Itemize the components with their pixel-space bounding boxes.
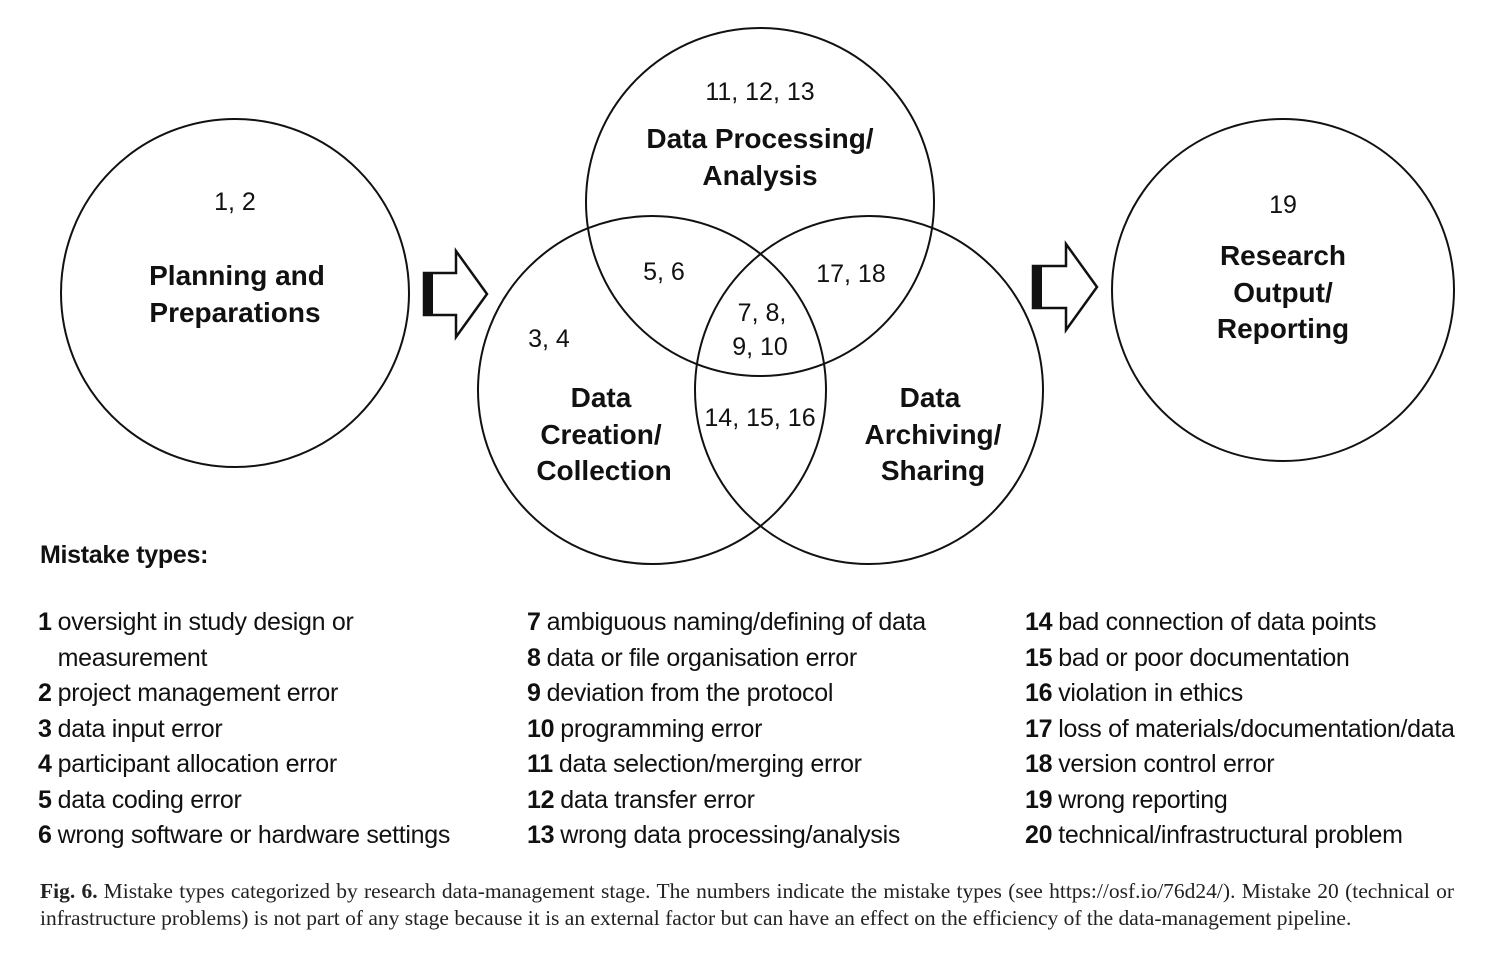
overlap-processing-archiving: 17, 18 — [816, 260, 886, 288]
legend-text: project management error — [57, 679, 339, 707]
legend-item: 11 data selection/merging error — [527, 747, 997, 783]
archiving-label-line-2: Archiving/ — [865, 419, 1002, 450]
legend-item: 6 wrong software or hardware settings — [38, 818, 488, 854]
planning-numbers: 1, 2 — [214, 188, 256, 216]
overlap-all-line-2: 9, 10 — [732, 333, 788, 361]
legend-number: 19 — [1025, 785, 1053, 814]
legend-text: programming error — [560, 714, 763, 743]
legend-item: 16 violation in ethics — [1025, 676, 1485, 712]
legend-item: 8 data or file organisation error — [527, 641, 997, 677]
legend-item: 15 bad or poor documentation — [1025, 641, 1485, 677]
overlap-creation-processing: 5, 6 — [643, 258, 685, 286]
legend-text: wrong software or hardware settings — [57, 821, 451, 849]
legend-text: oversight in study design or measurement — [57, 608, 354, 672]
legend-column-2: 7 ambiguous naming/defining of data 8 data… — [527, 605, 997, 854]
legend-text: version control error — [1058, 750, 1275, 778]
legend-number: 16 — [1025, 679, 1053, 707]
legend-text: data input error — [57, 714, 223, 743]
legend-item: 13 wrong data processing/analysis — [527, 818, 997, 854]
legend-item: 14 bad connection of data points — [1025, 605, 1485, 641]
planning-label-line-2: Preparations — [149, 297, 320, 328]
legend-item: 3 data input error — [38, 712, 488, 748]
legend-number: 5 — [38, 785, 52, 814]
processing-label-line-2: Analysis — [702, 160, 817, 191]
creation-label-line-2: Creation/ — [540, 419, 662, 450]
legend-text: participant allocation error — [57, 750, 338, 778]
legend-number: 1 — [38, 608, 52, 636]
legend-item: 19 wrong reporting — [1025, 783, 1485, 819]
creation-numbers: 3, 4 — [528, 325, 570, 353]
legend-text: bad connection of data points — [1058, 608, 1377, 636]
output-label-line-2: Output/ — [1233, 277, 1333, 308]
archiving-circle — [694, 215, 1044, 565]
legend-number: 17 — [1025, 714, 1053, 743]
arrow-right-icon — [422, 247, 489, 341]
legend-number: 8 — [527, 643, 541, 672]
legend-text: loss of materials/documentation/data — [1058, 714, 1455, 743]
legend-number: 13 — [527, 821, 555, 849]
legend-text: wrong reporting — [1058, 785, 1228, 814]
legend-number: 7 — [527, 608, 541, 636]
legend-number: 15 — [1025, 643, 1053, 672]
legend-item: 20 technical/infrastructural problem — [1025, 818, 1485, 854]
legend-text: violation in ethics — [1058, 679, 1243, 707]
legend-column-1: 1 oversight in study design or measuremen… — [38, 605, 488, 854]
legend-text: technical/infrastructural problem — [1058, 821, 1403, 849]
legend-item: 4 participant allocation error — [38, 747, 488, 783]
legend-text: data selection/merging error — [558, 750, 862, 778]
archiving-label-line-1: Data — [900, 382, 961, 413]
output-label-line-3: Reporting — [1217, 313, 1349, 344]
legend-text: data or file organisation error — [546, 643, 858, 672]
legend-item: 1 oversight in study design or measuremen… — [38, 605, 488, 676]
caption-label: Fig. 6. — [40, 879, 98, 903]
legend-item: 12 data transfer error — [527, 783, 997, 819]
figure-caption: Fig. 6. Mistake types categorized by rese… — [40, 878, 1454, 932]
legend-number: 4 — [38, 750, 52, 778]
legend-number: 9 — [527, 679, 541, 707]
archiving-label-line-3: Sharing — [881, 455, 985, 486]
output-numbers: 19 — [1269, 191, 1297, 219]
creation-label-line-3: Collection — [536, 455, 671, 486]
legend-item: 7 ambiguous naming/defining of data — [527, 605, 997, 641]
output-circle — [1111, 118, 1455, 462]
creation-circle — [477, 215, 827, 565]
overlap-creation-archiving: 14, 15, 16 — [704, 404, 815, 432]
legend-number: 20 — [1025, 821, 1053, 849]
processing-numbers: 11, 12, 13 — [705, 78, 814, 106]
overlap-all-line-1: 7, 8, — [738, 299, 787, 327]
legend-title: Mistake types: — [40, 541, 209, 569]
legend-item: 10 programming error — [527, 712, 997, 748]
venn-diagram: 1, 2 Planning and Preparations 11, 12, 1… — [60, 27, 1455, 565]
planning-circle — [60, 118, 410, 468]
legend-item: 9 deviation from the protocol — [527, 676, 997, 712]
legend-text: bad or poor documentation — [1058, 643, 1350, 672]
legend-item: 2 project management error — [38, 676, 488, 712]
legend-text: wrong data processing/analysis — [560, 821, 901, 849]
legend-number: 3 — [38, 714, 52, 743]
legend-number: 11 — [527, 750, 553, 778]
legend-number: 6 — [38, 821, 52, 849]
legend-number: 10 — [527, 714, 555, 743]
legend-column-3: 14 bad connection of data points 15 bad or… — [1025, 605, 1485, 854]
arrow-right-icon — [1031, 240, 1099, 334]
processing-circle — [585, 27, 935, 377]
creation-label-line-1: Data — [571, 382, 632, 413]
planning-label-line-1: Planning and — [149, 260, 325, 291]
legend-text: data coding error — [57, 785, 242, 814]
legend-number: 18 — [1025, 750, 1053, 778]
legend-number: 12 — [527, 785, 555, 814]
legend-number: 14 — [1025, 608, 1053, 636]
legend-item: 5 data coding error — [38, 783, 488, 819]
legend-item: 17 loss of materials/documentation/data — [1025, 712, 1485, 748]
legend-number: 2 — [38, 679, 52, 707]
output-label-line-1: Research — [1220, 240, 1346, 271]
processing-label-line-1: Data Processing/ — [646, 123, 873, 154]
caption-text: Mistake types categorized by research da… — [40, 879, 1455, 930]
legend-text: data transfer error — [560, 785, 755, 814]
legend-text: ambiguous naming/defining of data — [546, 608, 927, 636]
legend-item: 18 version control error — [1025, 747, 1485, 783]
legend-text: deviation from the protocol — [546, 679, 834, 707]
